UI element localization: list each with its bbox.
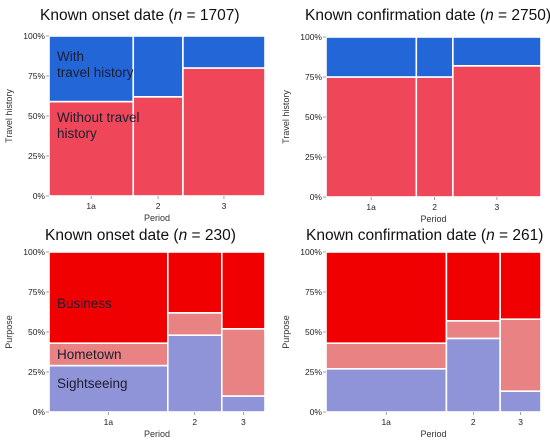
bar-segment-3-without-travel-history [452, 65, 542, 198]
chart-title: Known onset date (n = 1707) [40, 7, 240, 24]
x-tick-label: 1a [104, 417, 114, 427]
x-tick-label: 3 [518, 417, 523, 427]
x-axis-label: Period [420, 429, 446, 439]
x-tick-label: 3 [495, 202, 500, 212]
segment-label: Business [57, 296, 112, 311]
bar-segment-2-hometown [167, 311, 223, 336]
bar-segment-2-with-travel-history [415, 36, 454, 78]
bar-segment-3-sightseeing [499, 390, 542, 413]
title-post: = 261) [495, 227, 544, 244]
y-tick-label: 75% [305, 287, 322, 297]
chart-panel-3: Known onset date (n = 230) 1a 2 3 0% 25% 50% 75… [4, 227, 266, 439]
y-axis-label: Travel history [4, 89, 14, 143]
segment-label: Hometown [57, 347, 122, 362]
bar-segment-2-with-travel-history [132, 35, 184, 98]
segment-label: With travel history [57, 49, 134, 80]
bar-segment-1a-sightseeing [325, 367, 448, 413]
y-tick-label: 75% [28, 287, 45, 297]
title-pre: Known onset date ( [45, 227, 179, 244]
x-tick-label: 1a [366, 202, 376, 212]
y-tick-label: 0% [33, 407, 46, 417]
y-tick-label: 50% [28, 111, 45, 121]
title-pre: Known onset date ( [40, 7, 174, 24]
bar-segment-2-hometown [445, 319, 501, 340]
x-tick-label: 3 [222, 201, 227, 211]
title-post: = 1707) [182, 7, 239, 24]
y-tick-label: 25% [28, 367, 45, 377]
y-tick-label: 50% [305, 112, 322, 122]
x-tick-label: 2 [432, 202, 437, 212]
y-tick-label: 0% [33, 191, 46, 201]
segment-label: Sightseeing [57, 376, 128, 391]
bar-segment-1a-business [325, 251, 448, 344]
segment-label: Without travel history [57, 110, 140, 141]
bar-segment-2-without-travel-history [132, 96, 184, 197]
bar-segment-2-business [445, 251, 501, 322]
chart-panel-4: Known confirmation date (n = 261) 1a 2 3 0% 2… [281, 227, 543, 439]
y-tick-label: 0% [310, 192, 323, 202]
bar-segment-1a-hometown [325, 342, 448, 370]
title-n: n [485, 7, 494, 24]
y-tick-label: 0% [310, 407, 323, 417]
x-tick-label: 3 [241, 417, 246, 427]
bar-segment-3-with-travel-history [452, 36, 542, 67]
x-tick-label: 1a [86, 201, 96, 211]
bar-segment-2-business [167, 251, 223, 314]
y-axis-label: Purpose [281, 315, 291, 349]
bar-segment-3-business [221, 251, 266, 330]
bar-segment-1a-without-travel-history [48, 100, 135, 197]
bar-segment-1a-sightseeing [48, 364, 169, 413]
title-post: = 2750) [494, 7, 550, 24]
bar-segment-2-sightseeing [167, 334, 223, 413]
title-n: n [179, 227, 188, 244]
x-axis-label: Period [144, 213, 170, 223]
y-tick-label: 25% [305, 152, 322, 162]
y-tick-label: 25% [305, 367, 322, 377]
y-tick-label: 25% [28, 151, 45, 161]
bar-segment-3-sightseeing [221, 395, 266, 413]
y-axis-label: Purpose [4, 315, 14, 349]
chart-panel-1: Known onset date (n = 1707) 1a 2 3 0% 25% 50% 7… [4, 7, 266, 223]
x-tick-label: 2 [471, 417, 476, 427]
y-axis-label: Travel history [281, 90, 291, 144]
chart-title: Known confirmation date (n = 2750) [305, 7, 550, 24]
title-n: n [486, 227, 495, 244]
bar-segment-3-hometown [499, 318, 542, 393]
bar-segment-3-hometown [221, 327, 266, 397]
y-tick-label: 50% [28, 327, 45, 337]
chart-title: Known confirmation date (n = 261) [306, 227, 543, 244]
x-tick-label: 2 [192, 417, 197, 427]
bar-segment-3-business [499, 251, 542, 320]
bar-segment-1a-business [48, 251, 169, 344]
y-tick-label: 75% [305, 72, 322, 82]
chart-title: Known onset date (n = 230) [45, 227, 236, 244]
x-axis-label: Period [420, 214, 446, 224]
bar-segment-2-sightseeing [445, 337, 501, 413]
chart-panel-2: Known confirmation date (n = 2750) 1a 2 3 0%… [281, 7, 550, 224]
bar-segment-1a-without-travel-history [325, 76, 418, 198]
y-tick-label: 100% [300, 247, 322, 257]
bar-segment-1a-with-travel-history [325, 36, 418, 78]
title-pre: Known confirmation date ( [306, 227, 487, 244]
y-tick-label: 50% [305, 327, 322, 337]
y-tick-label: 100% [300, 32, 322, 42]
x-axis-label: Period [144, 429, 170, 439]
y-tick-label: 100% [23, 31, 45, 41]
bar-segment-3-without-travel-history [182, 67, 266, 197]
title-pre: Known confirmation date ( [305, 7, 486, 24]
y-tick-label: 100% [23, 247, 45, 257]
title-n: n [174, 7, 183, 24]
bar-segment-2-without-travel-history [415, 76, 454, 198]
bar-segment-1a-with-travel-history [48, 35, 135, 103]
x-tick-label: 1a [381, 417, 391, 427]
title-post: = 230) [187, 227, 236, 244]
bar-segment-3-with-travel-history [182, 35, 266, 69]
x-tick-label: 2 [156, 201, 161, 211]
y-tick-label: 75% [28, 71, 45, 81]
